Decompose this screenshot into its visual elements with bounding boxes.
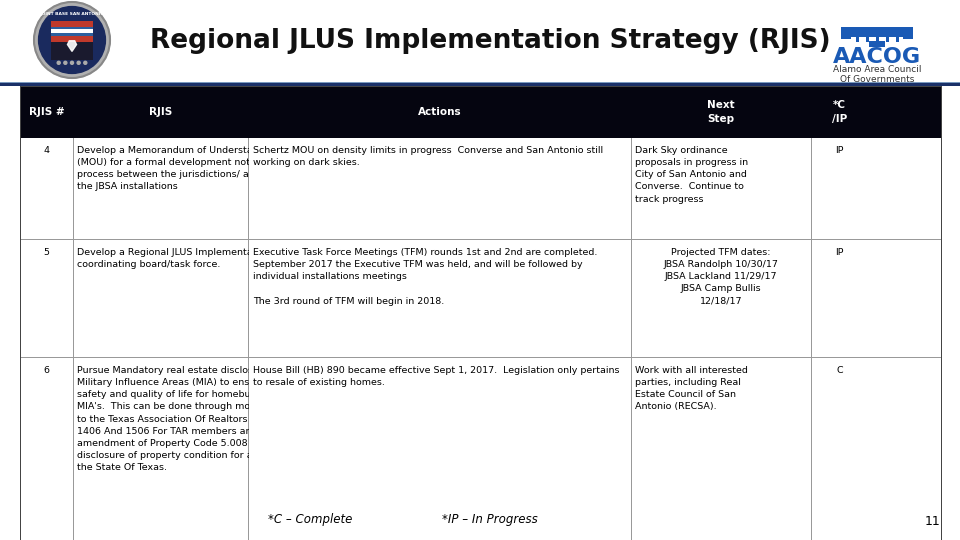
Text: AACOG: AACOG: [833, 47, 921, 67]
Text: RJIS: RJIS: [150, 107, 173, 117]
Text: 4: 4: [44, 146, 50, 155]
Circle shape: [34, 2, 110, 78]
Text: IP: IP: [835, 146, 844, 155]
Text: Of Governments: Of Governments: [840, 75, 914, 84]
Bar: [0, 0, 960, 82]
Bar: [20, 357, 942, 358]
Bar: [20, 240, 942, 358]
Text: House Bill (HB) 890 became effective Sept 1, 2017.  Legislation only pertains
to: House Bill (HB) 890 became effective Sep…: [252, 366, 619, 387]
Text: *C
/IP: *C /IP: [832, 100, 848, 124]
Circle shape: [84, 61, 86, 64]
Bar: [841, 27, 851, 39]
Bar: [20, 138, 942, 240]
Bar: [879, 37, 886, 42]
Text: RJIS #: RJIS #: [29, 107, 64, 117]
Bar: [849, 27, 905, 42]
Bar: [849, 37, 856, 42]
Text: Develop a Memorandum of Understanding
(MOU) for a formal development notificatio: Develop a Memorandum of Understanding (M…: [78, 146, 307, 192]
Bar: [20, 239, 942, 240]
Text: C: C: [836, 366, 843, 375]
Text: JOINT BASE SAN ANTONIO: JOINT BASE SAN ANTONIO: [40, 12, 104, 16]
Bar: [869, 41, 885, 47]
Text: Projected TFM dates:
JBSA Randolph 10/30/17
JBSA Lackland 11/29/17
JBSA Camp Bul: Projected TFM dates: JBSA Randolph 10/30…: [663, 248, 779, 306]
Bar: [0, 82, 960, 83]
Text: Schertz MOU on density limits in progress  Converse and San Antonio still
workin: Schertz MOU on density limits in progres…: [252, 146, 603, 167]
Bar: [20, 86, 21, 540]
Bar: [51, 26, 93, 36]
Text: Executive Task Force Meetings (TFM) rounds 1st and 2nd are completed.
September : Executive Task Force Meetings (TFM) roun…: [252, 248, 597, 306]
Circle shape: [58, 61, 60, 64]
Bar: [631, 138, 632, 540]
Text: *IP – In Progress: *IP – In Progress: [443, 514, 538, 526]
Circle shape: [77, 61, 81, 64]
Text: *C – Complete: *C – Complete: [268, 514, 352, 526]
Bar: [859, 37, 866, 42]
Bar: [899, 37, 906, 42]
Bar: [20, 86, 942, 87]
Text: Pursue Mandatory real estate disclosure of
Military Influence Areas (MIA) to ens: Pursue Mandatory real estate disclosure …: [78, 366, 309, 472]
Text: Next
Step: Next Step: [708, 100, 735, 124]
Text: Alamo Area Council: Alamo Area Council: [832, 65, 922, 74]
Bar: [51, 29, 93, 33]
Text: Regional JLUS Implementation Strategy (RJIS): Regional JLUS Implementation Strategy (R…: [150, 28, 830, 54]
Bar: [20, 86, 942, 138]
Bar: [941, 86, 942, 540]
Bar: [51, 21, 93, 42]
Text: IP: IP: [835, 248, 844, 257]
Bar: [889, 37, 896, 42]
Text: Develop a Regional JLUS Implementation
coordinating board/task force.: Develop a Regional JLUS Implementation c…: [78, 248, 272, 269]
Circle shape: [70, 61, 74, 64]
Text: 5: 5: [44, 248, 50, 257]
Bar: [73, 138, 74, 540]
Bar: [810, 138, 811, 540]
Text: Dark Sky ordinance
proposals in progress in
City of San Antonio and
Converse.  C: Dark Sky ordinance proposals in progress…: [636, 146, 749, 204]
Bar: [248, 138, 250, 540]
Bar: [20, 358, 942, 540]
Text: Work with all interested
parties, including Real
Estate Council of San
Antonio (: Work with all interested parties, includ…: [636, 366, 748, 411]
Text: 11: 11: [924, 515, 940, 528]
Text: 6: 6: [44, 366, 50, 375]
Circle shape: [38, 6, 106, 73]
Bar: [903, 27, 913, 39]
Bar: [0, 82, 960, 86]
Polygon shape: [67, 40, 77, 51]
Bar: [51, 42, 93, 60]
Bar: [869, 37, 876, 42]
Text: Actions: Actions: [419, 107, 462, 117]
Circle shape: [63, 61, 67, 64]
